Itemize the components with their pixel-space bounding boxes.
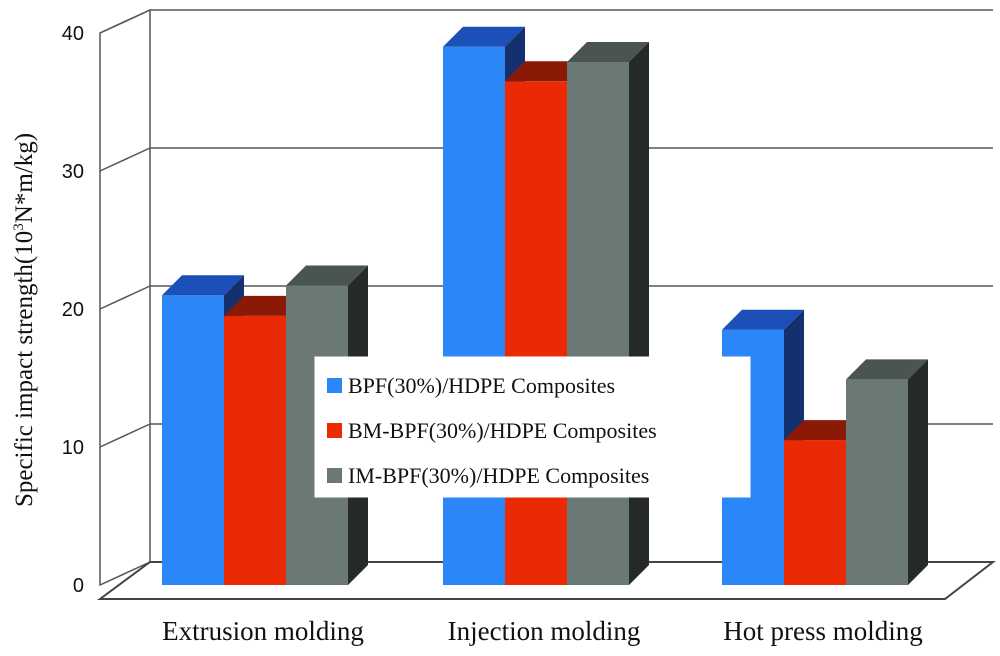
x-axis-labels: Extrusion molding Injection molding Hot pr… <box>162 616 923 646</box>
bar-top <box>505 61 587 82</box>
gridline-side <box>99 285 151 310</box>
legend-swatch <box>327 378 342 393</box>
y-tick-label: 10 <box>62 437 84 459</box>
bar-top <box>286 265 368 286</box>
y-axis-title-main: Specific impact strength(10 <box>11 231 38 507</box>
bars <box>162 26 928 586</box>
legend: BPF(30%)/HDPE Composites BM-BPF(30%)/HDPE… <box>314 356 751 498</box>
bar-front <box>784 440 846 585</box>
bar-front <box>443 46 505 586</box>
bar-top <box>567 41 649 62</box>
legend-box <box>314 356 751 498</box>
legend-swatch <box>327 423 342 438</box>
bar-front <box>162 295 224 585</box>
bar-top <box>162 275 244 296</box>
y-axis-title-superscript: 3 <box>11 223 27 231</box>
bar-front <box>505 81 567 586</box>
y-axis-ticks: 0 10 20 30 40 <box>62 23 84 597</box>
bar-side <box>908 359 928 585</box>
bar-top <box>443 26 525 47</box>
gridline-side <box>99 423 151 448</box>
bar <box>567 41 649 586</box>
gridline-side <box>99 147 151 172</box>
bar-front <box>846 379 908 585</box>
y-tick-label: 0 <box>73 575 84 597</box>
bar-front <box>567 61 629 586</box>
legend-label: IM-BPF(30%)/HDPE Composites <box>348 463 649 488</box>
legend-swatch <box>327 468 342 483</box>
bar-top <box>846 359 928 380</box>
legend-label: BPF(30%)/HDPE Composites <box>348 373 615 398</box>
y-tick-label: 30 <box>62 161 84 183</box>
y-tick-label: 20 <box>62 299 84 321</box>
y-axis-title-rest: N*m/kg) <box>11 133 38 223</box>
bar-side <box>629 41 649 586</box>
x-category-label: Injection molding <box>448 616 641 646</box>
y-axis-title: Specific impact strength(103N*m/kg) <box>11 133 38 507</box>
y-tick-label: 40 <box>62 23 84 45</box>
gridline-side <box>99 9 151 34</box>
bar-top <box>224 295 306 316</box>
x-category-label: Extrusion molding <box>162 616 364 646</box>
legend-label: BM-BPF(30%)/HDPE Composites <box>348 418 657 443</box>
bar-front <box>224 315 286 585</box>
bar <box>846 359 928 585</box>
bar-top <box>722 309 804 330</box>
x-category-label: Hot press molding <box>723 616 923 646</box>
bar-top <box>784 420 866 441</box>
